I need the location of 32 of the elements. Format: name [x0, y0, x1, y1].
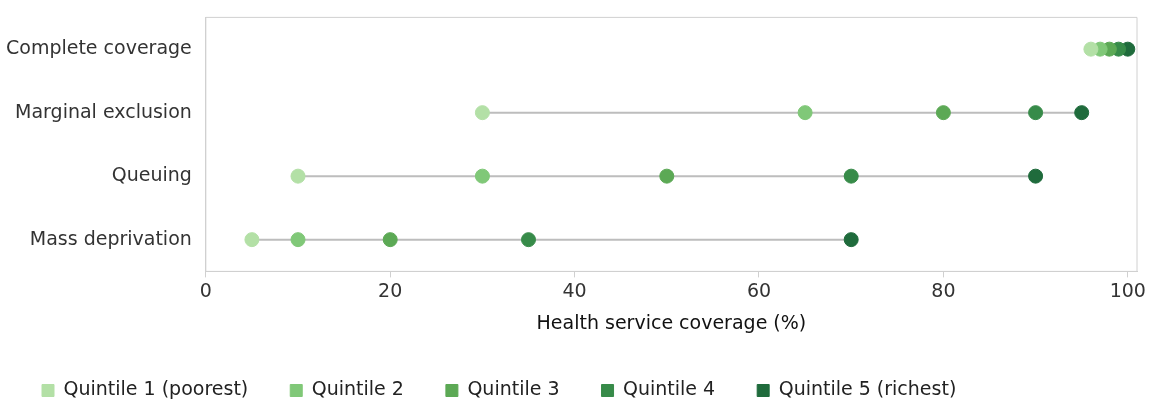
point	[474, 168, 490, 184]
point	[244, 232, 260, 248]
x-tick-label: 40	[562, 278, 587, 301]
legend-label: Quintile 2	[311, 377, 404, 400]
point	[843, 232, 859, 248]
point	[382, 232, 398, 248]
x-tick-label: 100	[1109, 278, 1146, 301]
x-tick-label: 0	[199, 278, 212, 301]
point	[935, 105, 951, 121]
point	[659, 168, 675, 184]
point	[521, 232, 537, 248]
point	[797, 105, 813, 121]
point	[290, 168, 306, 184]
x-tick-label: 20	[378, 278, 403, 301]
y-tick-label: Mass deprivation	[29, 226, 192, 249]
point	[843, 168, 859, 184]
legend-label: Quintile 3	[467, 377, 560, 400]
point	[1028, 168, 1044, 184]
legend-label: Quintile 1 (poorest)	[63, 377, 249, 400]
y-tick-label: Queuing	[111, 163, 192, 186]
legend-label: Quintile 4	[623, 377, 716, 400]
legend-label: Quintile 5 (richest)	[778, 377, 957, 400]
point	[290, 232, 306, 248]
x-tick-label: 80	[931, 278, 956, 301]
point	[1083, 41, 1099, 57]
x-axis-title: Health service coverage (%)	[536, 310, 807, 333]
point	[1074, 105, 1090, 121]
point	[1028, 105, 1044, 121]
y-tick-label: Complete coverage	[5, 36, 192, 59]
point	[474, 105, 490, 121]
y-tick-label: Marginal exclusion	[15, 99, 192, 122]
x-tick-label: 60	[746, 278, 772, 301]
